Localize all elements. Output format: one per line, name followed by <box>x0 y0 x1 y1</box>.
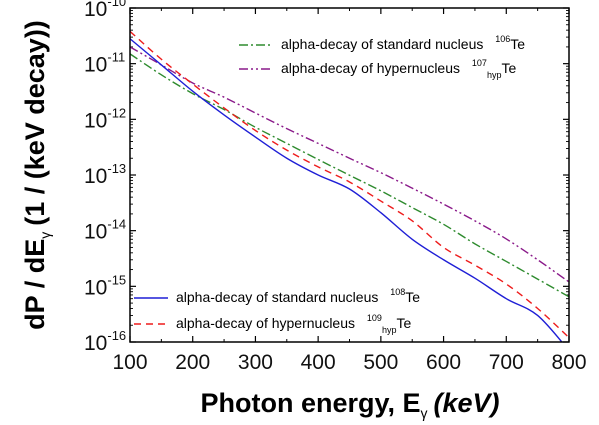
series-line <box>130 46 569 283</box>
series-layer <box>130 30 569 342</box>
x-axis-title-main: Photon energy, E <box>200 388 420 418</box>
x-tick-label: 700 <box>489 351 524 374</box>
x-axis-title-subscript: γ <box>421 405 428 421</box>
y-tick-base: 10 <box>84 109 107 132</box>
legend-label-mass: 106 <box>495 34 510 44</box>
legend-label-text: alpha-decay of hypernucleus <box>176 315 359 331</box>
y-tick-exponent: -12 <box>107 105 126 120</box>
x-tick-labels: 100 200 300 400 500 600 700 800 <box>112 351 586 374</box>
x-tick-label: 400 <box>301 351 336 374</box>
legend-label: alpha-decay of hypernucleus 107hypTe <box>281 58 516 80</box>
legend-label-text: alpha-decay of hypernucleus <box>281 60 464 76</box>
legend-bottom: alpha-decay of standard nucleus 108Tealp… <box>134 287 420 335</box>
x-tick-label: 600 <box>426 351 461 374</box>
x-axis-title: Photon energy, Eγ (keV) <box>200 388 499 421</box>
legend-label-text: alpha-decay of standard nucleus <box>176 289 382 305</box>
legend-label-mass: 108 <box>390 287 405 297</box>
series-line <box>130 30 569 339</box>
x-tick-label: 100 <box>112 351 147 374</box>
x-axis-title-unit: (keV) <box>434 388 500 418</box>
y-axis-title-unit: (1 / (keV decay)) <box>20 20 50 226</box>
y-axis-title: dP / dEγ (1 / (keV decay)) <box>20 20 53 330</box>
y-tick-exponent: -15 <box>107 272 126 287</box>
y-tick-exponent: -13 <box>107 161 126 176</box>
y-axis-title-main: dP / dE <box>20 239 50 330</box>
y-tick-exponent: -10 <box>107 0 126 9</box>
y-tick-base: 10 <box>84 276 107 299</box>
y-tick-label: 10-13 <box>84 161 126 188</box>
legend-label-hyp: hyp <box>487 70 502 80</box>
x-tick-label: 800 <box>551 351 586 374</box>
y-tick-exponent: -14 <box>107 217 126 232</box>
legend-label-element: Te <box>510 36 525 52</box>
y-tick-base: 10 <box>84 332 107 355</box>
legend-label-element: Te <box>501 60 516 76</box>
legend-label: alpha-decay of standard nucleus 106Te <box>281 34 525 52</box>
legend-label-mass: 109 <box>367 313 382 323</box>
y-tick-base: 10 <box>84 165 107 188</box>
legend-label-hyp: hyp <box>382 325 397 335</box>
series-line <box>130 38 563 342</box>
y-tick-label: 10-14 <box>84 217 126 244</box>
y-tick-label: 10-15 <box>84 272 126 299</box>
y-tick-label: 10-16 <box>84 328 126 355</box>
plot-frame <box>129 7 570 343</box>
series-line <box>130 53 569 298</box>
legend-label: alpha-decay of standard nucleus 108Te <box>176 287 420 305</box>
legend-top: alpha-decay of standard nucleus 106Tealp… <box>239 34 525 80</box>
x-tick-label: 200 <box>175 351 210 374</box>
y-tick-base: 10 <box>84 0 107 21</box>
y-tick-base: 10 <box>84 54 107 77</box>
x-tick-label: 500 <box>363 351 398 374</box>
legend-label-element: Te <box>405 289 420 305</box>
y-axis-title-subscript: γ <box>37 232 53 239</box>
y-tick-exponent: -16 <box>107 328 126 343</box>
legend-label-text: alpha-decay of standard nucleus <box>281 36 487 52</box>
legend-label: alpha-decay of hypernucleus 109hypTe <box>176 313 411 335</box>
y-tick-label: 10-10 <box>84 0 126 21</box>
y-tick-label: 10-12 <box>84 105 126 132</box>
legend-label-element: Te <box>396 315 411 331</box>
x-tick-label: 300 <box>238 351 273 374</box>
y-tick-base: 10 <box>84 221 107 244</box>
y-tick-exponent: -11 <box>107 50 125 65</box>
legend-label-mass: 107 <box>472 58 487 68</box>
y-tick-label: 10-11 <box>84 50 125 77</box>
